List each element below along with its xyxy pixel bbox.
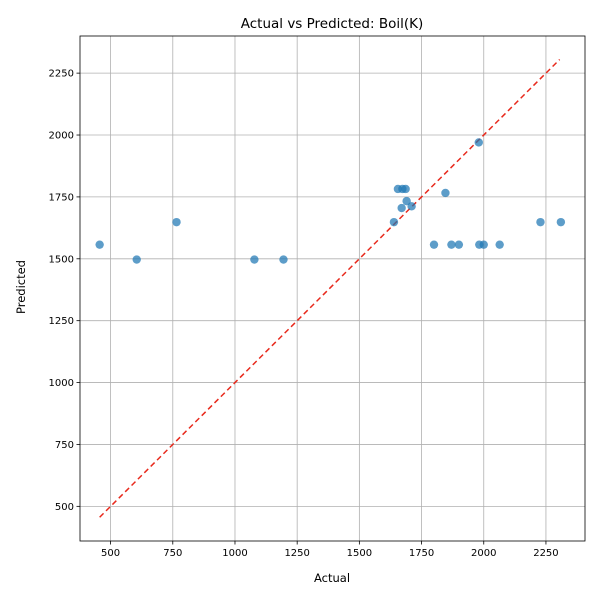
data-point [172,217,181,227]
x-tick-label: 1250 [284,548,309,559]
reference-line-path [99,58,561,518]
x-axis-ticks: 500 750 1000 1250 1500 1750 2000 2250 [101,541,559,559]
data-point [479,240,488,249]
x-tick-label: 1000 [222,548,247,559]
y-tick-label: 2000 [49,131,74,142]
x-tick-label: 500 [101,548,120,559]
data-point [447,240,456,249]
data-point [556,217,566,227]
grid-lines [80,36,585,541]
x-tick-label: 2250 [533,548,558,559]
data-point [536,217,545,227]
data-point [454,240,464,249]
data-point [250,255,259,264]
y-tick-label: 500 [55,502,74,513]
y-tick-label: 1000 [49,378,74,389]
data-point [389,217,399,227]
data-point [132,255,141,264]
y-tick-label: 1250 [49,316,74,327]
data-points [95,138,566,264]
y-tick-label: 750 [55,440,74,451]
plot-frame [79,35,586,542]
y-tick-label: 1750 [49,192,74,203]
data-point [407,202,416,211]
data-point [441,188,450,198]
data-point [429,240,439,249]
x-axis-label: Actual [314,571,350,585]
x-tick-label: 750 [163,548,182,559]
reference-line [99,58,561,518]
data-point [402,196,411,206]
chart-title: Actual vs Predicted: Boil(K) [241,16,424,32]
data-point [279,255,288,264]
y-tick-label: 2250 [49,69,74,80]
x-tick-label: 1500 [347,548,372,559]
y-axis-label: Predicted [14,260,28,314]
data-point [474,138,483,147]
data-point [95,240,104,249]
x-tick-label: 1750 [409,548,434,559]
data-point [401,184,410,194]
y-tick-label: 1500 [49,254,74,265]
x-tick-label: 2000 [471,548,496,559]
data-point [397,203,406,213]
y-axis-ticks: 500 750 1000 1250 1500 1750 2000 2250 [49,69,80,513]
data-point [495,240,504,249]
